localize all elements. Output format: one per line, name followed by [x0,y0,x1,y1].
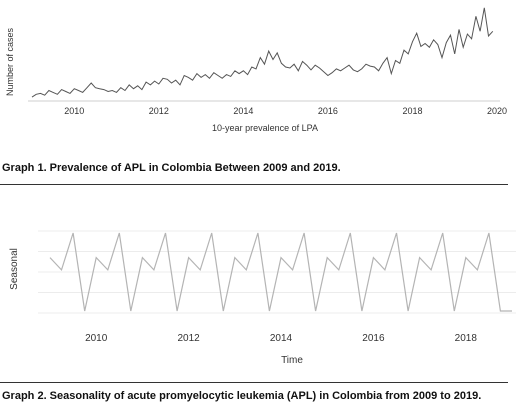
x-tick-label: 2016 [318,106,338,116]
x-tick-label: 2012 [149,106,169,116]
x-tick-label: 2018 [402,106,422,116]
caption-divider-top [0,184,508,185]
y-axis-label: Number of cases [5,27,15,96]
x-tick-label: 2018 [455,333,478,344]
prevalence-chart: 2010 2012 2014 2016 2018 2020 Number of cases… [5,7,507,133]
x-tick-label: 2010 [64,106,84,116]
seasonality-chart: 2010 2012 2014 2016 2018 Seasonal Time [9,230,516,366]
graph2-caption: Graph 2. Seasonality of acute promyelocy… [2,390,482,402]
prevalence-series-line [31,7,494,98]
x-tick-label: 2012 [177,333,200,344]
seasonal-series-line [49,232,512,312]
x-tick-label: 2014 [233,106,253,116]
x-axis-label: Time [281,355,303,366]
x-tick-label: 2010 [85,333,108,344]
x-tick-label: 2020 [487,106,507,116]
caption-divider-bottom [0,382,508,383]
x-axis-label: 10-year prevalence of LPA [212,123,318,133]
x-tick-label: 2014 [270,333,293,344]
y-axis-label: Seasonal [9,248,20,290]
graph1-caption: Graph 1. Prevalence of APL in Colombia B… [2,162,341,174]
x-tick-label: 2016 [362,333,385,344]
